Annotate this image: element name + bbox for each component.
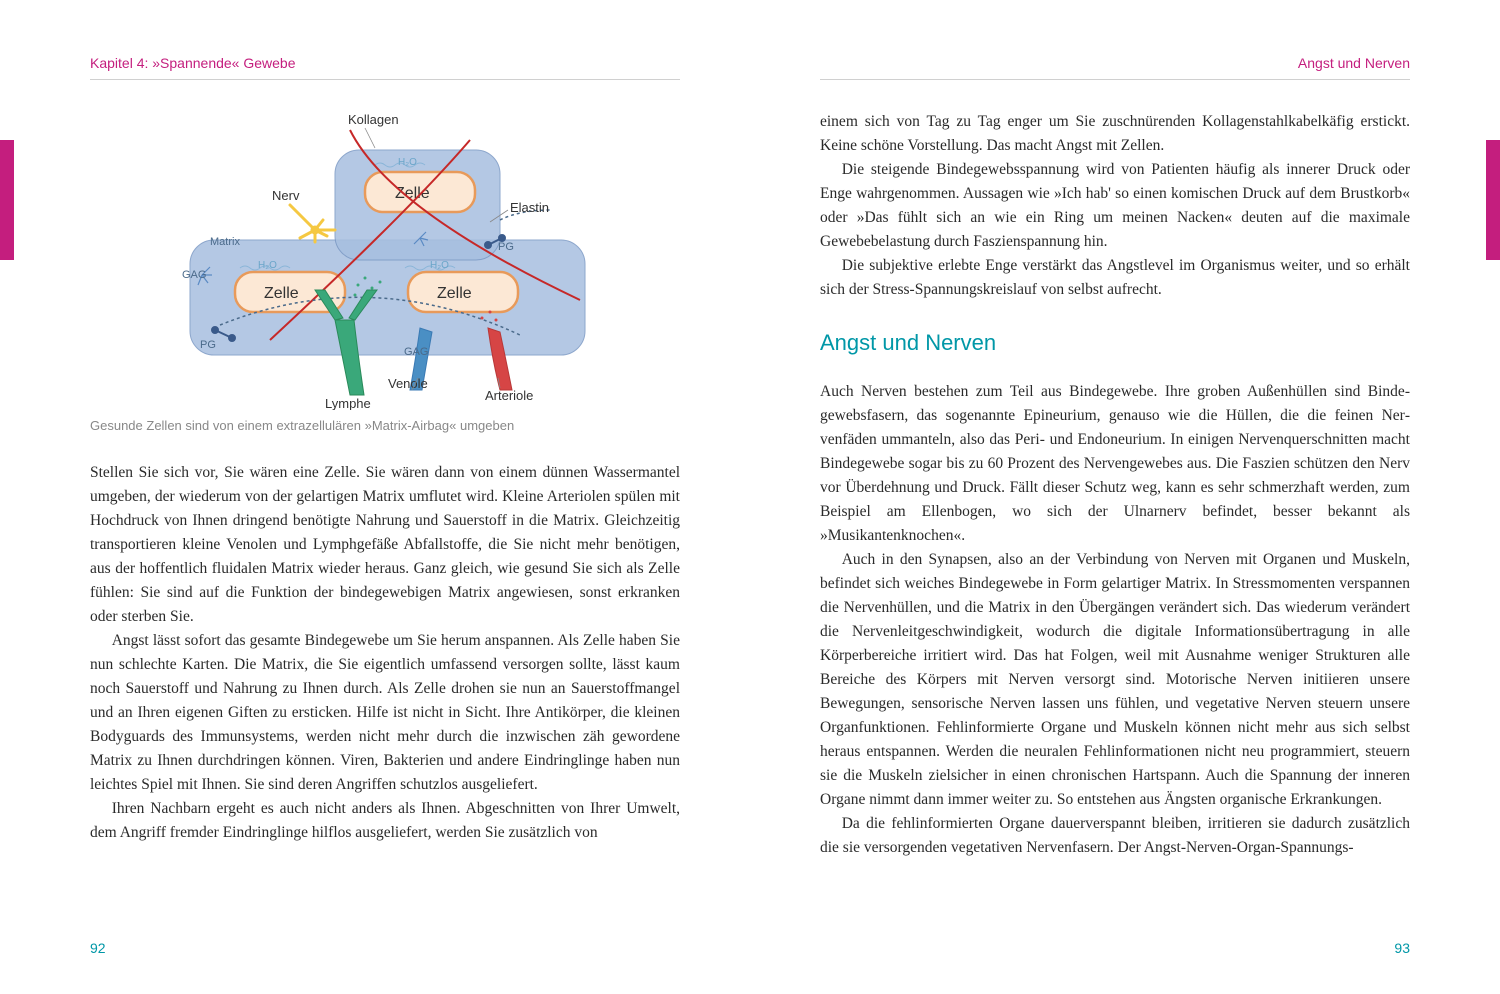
right-p2: Die steigende Bindegewebsspannung wird v… <box>820 158 1410 254</box>
right-sp3: Da die fehlinformierten Organe dauervers… <box>820 812 1410 860</box>
header-section: Angst und Nerven <box>820 55 1410 71</box>
cell-matrix-diagram: Zelle Zelle Zelle H₂O H₂O H₂O <box>140 110 620 410</box>
left-p3: Ihren Nachbarn ergeht es auch nicht ande… <box>90 797 680 845</box>
label-arteriole: Arteriole <box>485 388 533 403</box>
left-p2: Angst lässt sofort das gesamte Bindegewe… <box>90 629 680 797</box>
left-body: Stellen Sie sich vor, Sie wären eine Zel… <box>90 461 680 845</box>
cell-label-1: Zelle <box>264 285 299 302</box>
right-body-top: einem sich von Tag zu Tag enger um Sie z… <box>820 110 1410 302</box>
label-pg-2: PG <box>498 241 514 253</box>
label-kollagen: Kollagen <box>348 112 399 127</box>
label-elastin: Elastin <box>510 200 549 215</box>
h2o-label-2: H₂O <box>430 260 449 271</box>
diagram-caption: Gesunde Zellen sind von einem extrazellu… <box>90 418 680 433</box>
header-chapter: Kapitel 4: »Spannende« Gewebe <box>90 55 296 71</box>
header-rule-right <box>820 79 1410 80</box>
label-venole: Venole <box>388 376 428 391</box>
page-number-right: 93 <box>1394 940 1410 956</box>
nerv-structure <box>290 205 335 242</box>
h2o-label-3: H₂O <box>398 157 417 168</box>
label-nerv: Nerv <box>272 188 300 203</box>
cell-label-2: Zelle <box>437 285 472 302</box>
section-heading: Angst und Nerven <box>820 330 1410 356</box>
chapter-tab-right <box>1486 140 1500 260</box>
right-sp1: Auch Nerven bestehen zum Teil aus Bindeg… <box>820 380 1410 548</box>
label-gag-2: GAG <box>404 346 428 358</box>
cell-label-3: Zelle <box>395 185 430 202</box>
left-p1: Stellen Sie sich vor, Sie wären eine Zel… <box>90 461 680 629</box>
label-matrix: Matrix <box>210 236 240 248</box>
right-sp2: Auch in den Synapsen, also an der Verbin… <box>820 548 1410 812</box>
page-number-left: 92 <box>90 940 106 956</box>
label-pg-1: PG <box>200 339 216 351</box>
label-lymphe: Lymphe <box>325 396 371 410</box>
right-p3: Die subjektive erlebte Enge verstärkt da… <box>820 254 1410 302</box>
right-p1: einem sich von Tag zu Tag enger um Sie z… <box>820 110 1410 158</box>
h2o-label-1: H₂O <box>258 260 277 271</box>
chapter-tab-left <box>0 140 14 260</box>
right-body-section: Auch Nerven bestehen zum Teil aus Bindeg… <box>820 380 1410 860</box>
label-gag-1: GAG <box>182 269 206 281</box>
header-rule <box>90 79 680 80</box>
